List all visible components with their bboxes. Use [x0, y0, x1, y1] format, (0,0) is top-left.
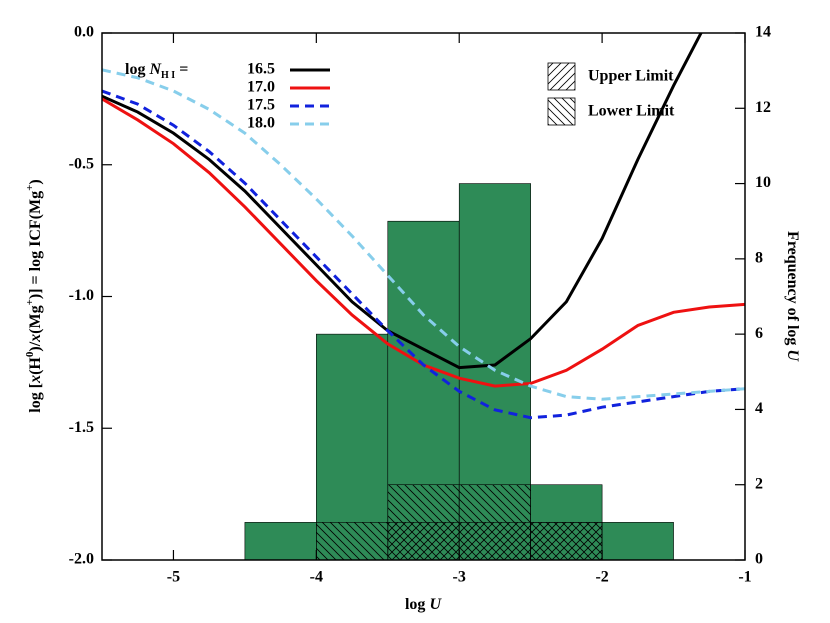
hatched-bar	[458, 484, 531, 561]
y-tick-label: 0.0	[74, 24, 94, 41]
y-tick-label: -1.0	[69, 287, 94, 304]
histogram-bar	[601, 522, 674, 561]
y2-tick-label: 8	[755, 250, 763, 267]
x-tick-label: -3	[453, 569, 466, 586]
line-series	[102, 33, 703, 370]
hatched-bar	[530, 522, 603, 561]
x-axis-label: log U	[405, 596, 442, 613]
y-tick-label: -1.5	[69, 419, 94, 436]
y2-tick-label: 0	[755, 551, 763, 568]
y-tick-label: -2.0	[69, 551, 94, 568]
hatched-bar	[316, 522, 389, 561]
y2-tick-label: 4	[755, 400, 763, 417]
legend-swatch	[547, 62, 576, 91]
histogram-bar	[244, 522, 317, 561]
y-tick-label: -0.5	[69, 155, 94, 172]
y-axis-label: log [x(H0)/x(Mg+)] = log ICF(Mg+)	[24, 179, 44, 412]
y2-tick-label: 6	[755, 325, 763, 342]
legend-title: log NH I =	[125, 61, 188, 81]
legend-label: 16.5	[247, 61, 275, 78]
legend-swatch	[547, 97, 576, 126]
x-tick-label: -5	[167, 569, 180, 586]
hatched-bar	[387, 484, 460, 561]
legend-label: 17.5	[247, 97, 275, 114]
y2-tick-label: 10	[755, 174, 771, 191]
x-tick-label: -4	[310, 569, 323, 586]
x-tick-label: -1	[738, 569, 751, 586]
legend-label: 18.0	[247, 115, 275, 132]
line-series	[102, 68, 745, 401]
legend-label: 17.0	[247, 79, 275, 96]
legend-label: Lower Limit	[588, 103, 675, 120]
y2-tick-label: 14	[755, 24, 771, 41]
line-series	[102, 89, 745, 420]
y2-tick-label: 2	[755, 475, 763, 492]
x-tick-label: -2	[595, 569, 608, 586]
y2-axis-label: Frequency of log U	[784, 231, 801, 362]
legend-label: Upper Limit	[588, 68, 674, 85]
y2-tick-label: 12	[755, 99, 771, 116]
